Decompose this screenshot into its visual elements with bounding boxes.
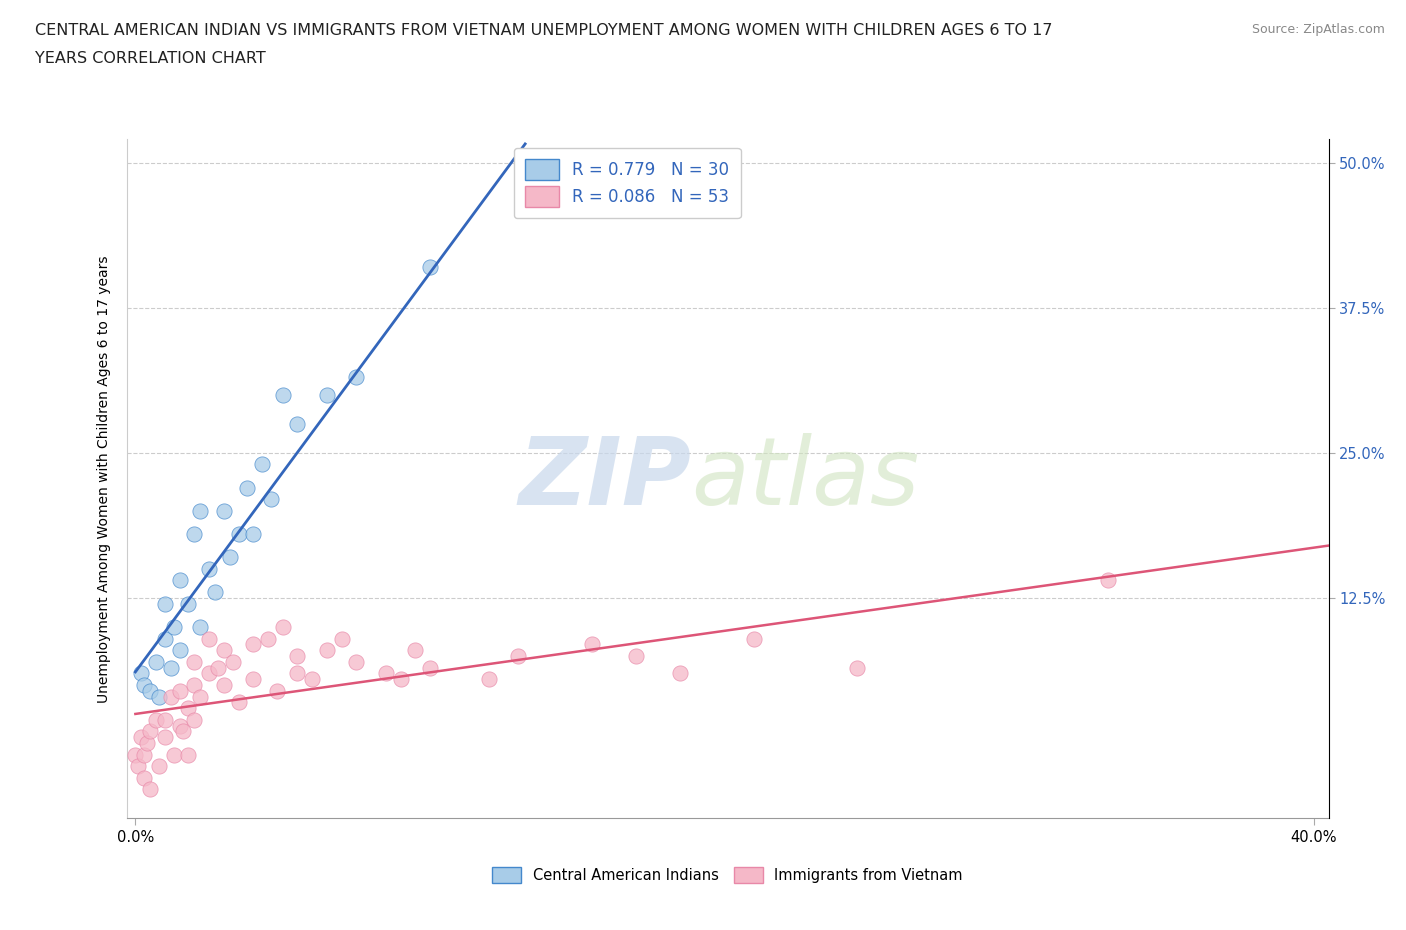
- Point: [163, 747, 186, 762]
- Point: [148, 689, 170, 704]
- Point: [260, 492, 283, 507]
- Point: [139, 724, 162, 738]
- Point: [478, 671, 501, 686]
- Point: [242, 637, 264, 652]
- Point: [626, 648, 648, 663]
- Point: [198, 562, 221, 577]
- Point: [153, 730, 176, 745]
- Point: [218, 550, 240, 565]
- Point: [159, 660, 181, 675]
- Point: [266, 684, 288, 698]
- Point: [212, 643, 235, 658]
- Point: [198, 666, 221, 681]
- Point: [183, 677, 205, 692]
- Point: [315, 643, 337, 658]
- Text: CENTRAL AMERICAN INDIAN VS IMMIGRANTS FROM VIETNAM UNEMPLOYMENT AMONG WOMEN WITH: CENTRAL AMERICAN INDIAN VS IMMIGRANTS FR…: [35, 23, 1053, 38]
- Point: [221, 655, 243, 670]
- Point: [136, 736, 159, 751]
- Point: [212, 503, 235, 518]
- Point: [669, 666, 692, 681]
- Point: [207, 660, 229, 675]
- Point: [228, 526, 250, 541]
- Point: [236, 480, 259, 495]
- Point: [169, 718, 191, 733]
- Point: [145, 655, 167, 670]
- Point: [419, 660, 441, 675]
- Point: [1097, 573, 1119, 588]
- Point: [177, 596, 200, 611]
- Point: [508, 648, 530, 663]
- Point: [846, 660, 869, 675]
- Text: ZIP: ZIP: [519, 433, 692, 525]
- Point: [159, 689, 181, 704]
- Point: [129, 730, 152, 745]
- Point: [198, 631, 221, 646]
- Point: [153, 712, 176, 727]
- Point: [581, 637, 603, 652]
- Point: [287, 417, 309, 432]
- Point: [129, 666, 152, 681]
- Point: [204, 585, 226, 600]
- Point: [183, 526, 205, 541]
- Point: [242, 671, 264, 686]
- Point: [169, 684, 191, 698]
- Point: [177, 747, 200, 762]
- Point: [134, 770, 156, 785]
- Point: [419, 259, 441, 274]
- Point: [145, 712, 167, 727]
- Point: [183, 712, 205, 727]
- Point: [139, 684, 162, 698]
- Point: [404, 643, 426, 658]
- Point: [188, 619, 211, 634]
- Point: [287, 666, 309, 681]
- Point: [148, 759, 170, 774]
- Point: [177, 700, 200, 715]
- Point: [169, 573, 191, 588]
- Point: [330, 631, 353, 646]
- Point: [344, 655, 367, 670]
- Point: [188, 689, 211, 704]
- Y-axis label: Unemployment Among Women with Children Ages 6 to 17 years: Unemployment Among Women with Children A…: [97, 255, 111, 703]
- Text: Source: ZipAtlas.com: Source: ZipAtlas.com: [1251, 23, 1385, 36]
- Point: [257, 631, 280, 646]
- Point: [153, 596, 176, 611]
- Point: [242, 526, 264, 541]
- Point: [287, 648, 309, 663]
- Point: [389, 671, 412, 686]
- Point: [127, 759, 149, 774]
- Point: [163, 619, 186, 634]
- Point: [134, 677, 156, 692]
- Legend: Central American Indians, Immigrants from Vietnam: Central American Indians, Immigrants fro…: [486, 861, 969, 889]
- Point: [124, 747, 146, 762]
- Point: [301, 671, 323, 686]
- Point: [228, 695, 250, 710]
- Point: [188, 503, 211, 518]
- Point: [271, 388, 294, 403]
- Point: [374, 666, 396, 681]
- Point: [169, 643, 191, 658]
- Point: [344, 370, 367, 385]
- Point: [271, 619, 294, 634]
- Point: [212, 677, 235, 692]
- Point: [315, 388, 337, 403]
- Point: [172, 724, 194, 738]
- Text: YEARS CORRELATION CHART: YEARS CORRELATION CHART: [35, 51, 266, 66]
- Point: [522, 190, 544, 205]
- Point: [153, 631, 176, 646]
- Text: atlas: atlas: [692, 433, 920, 525]
- Point: [183, 655, 205, 670]
- Point: [250, 457, 273, 472]
- Point: [139, 782, 162, 797]
- Point: [134, 747, 156, 762]
- Point: [742, 631, 765, 646]
